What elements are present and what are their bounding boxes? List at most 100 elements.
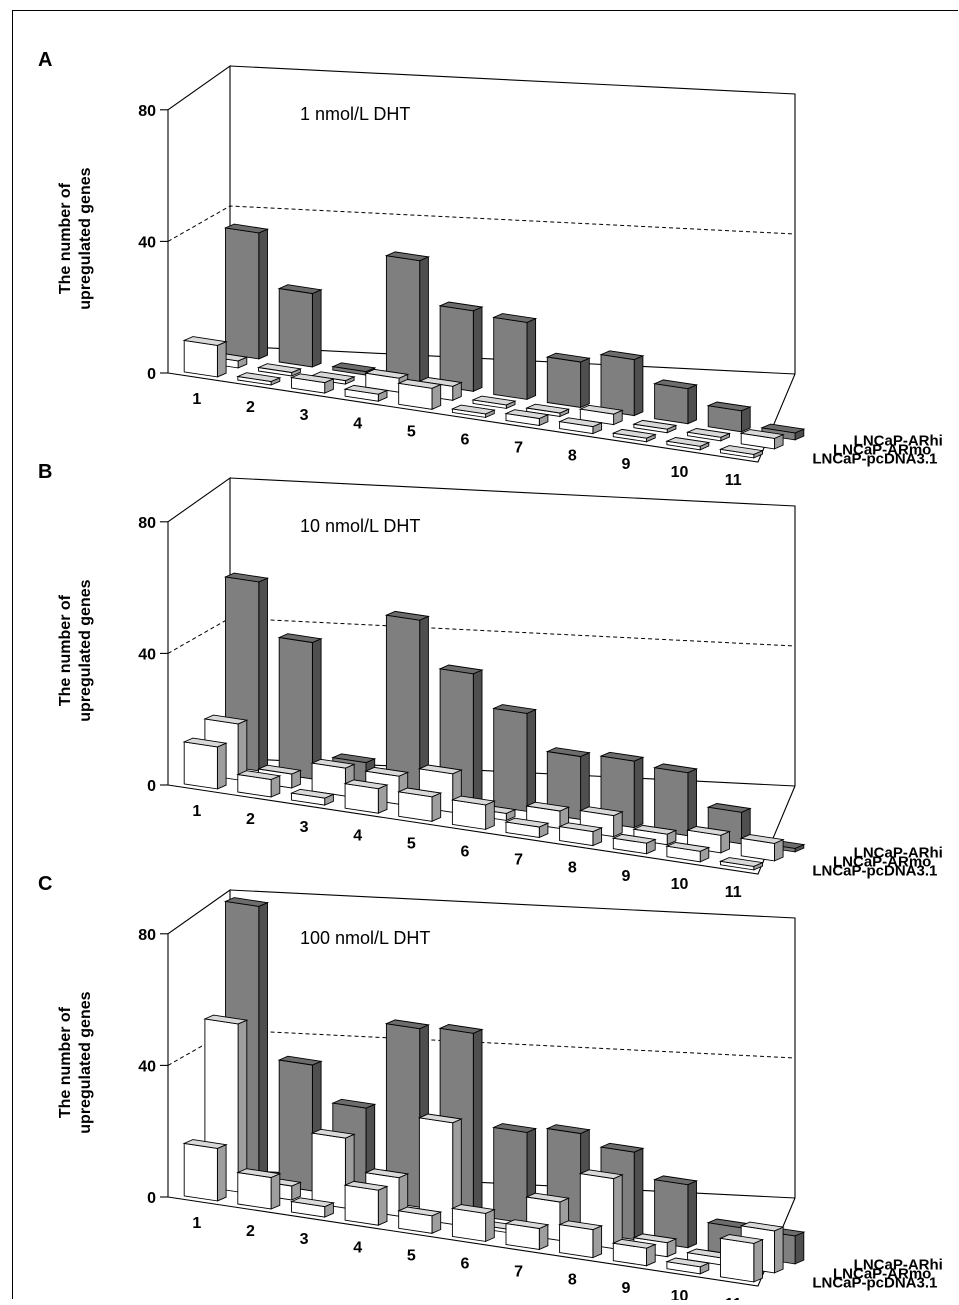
series-label: LNCaP-pcDNA3.1 (812, 451, 937, 468)
bar-armo-11 (739, 834, 785, 862)
bar-arhi-6 (492, 1123, 538, 1225)
category-label: 4 (353, 415, 362, 432)
bar-top-face (557, 417, 604, 428)
bar-top-face (504, 409, 550, 419)
bar-pcdna-7 (504, 817, 550, 839)
bar-top-face (652, 1175, 699, 1186)
bar-top-face (492, 704, 538, 714)
bar-pcdna-5 (397, 1206, 443, 1234)
bar-armo-7 (525, 403, 571, 418)
bar-top-face (492, 313, 538, 323)
category-label: 5 (407, 423, 416, 440)
y-axis-label-line1: The number of (57, 594, 74, 706)
bar-top-face (182, 737, 228, 748)
category-label: 3 (300, 1231, 309, 1248)
bar-pcdna-3 (289, 1197, 336, 1218)
bar-top-face (310, 371, 356, 382)
bar-pcdna-7 (504, 1219, 550, 1251)
category-label: 2 (246, 1223, 255, 1240)
bar-top-face (236, 372, 282, 382)
bar-top-face (525, 801, 571, 812)
category-label: 10 (671, 876, 689, 893)
category-label: 9 (621, 868, 630, 885)
bar-pcdna-3 (289, 788, 336, 806)
bar-top-face (364, 766, 410, 777)
bar-arhi-7 (545, 352, 591, 409)
bar-pcdna-4 (343, 779, 389, 814)
category-label: 4 (353, 1239, 362, 1256)
bar-pcdna-8 (557, 1220, 604, 1259)
bar-top-face (685, 826, 732, 836)
bar-top-face (492, 1123, 538, 1133)
bar-pcdna-5 (397, 379, 443, 410)
bar-top-face (450, 404, 496, 415)
bar-top-face (223, 223, 270, 234)
bar-top-face (611, 833, 657, 844)
back-wall (229, 65, 796, 374)
category-label: 3 (300, 819, 309, 836)
bar-top-face (685, 428, 732, 438)
dose-annotation: 100 nmol/L DHT (300, 928, 430, 948)
category-label: 1 (192, 803, 201, 820)
floor-front-edge (167, 784, 796, 875)
bar-pcdna-2 (236, 372, 282, 386)
bar-top-face (611, 428, 657, 439)
bar-armo-5 (417, 1113, 463, 1225)
y-tick-label: 80 (138, 515, 156, 532)
bar-top-face (277, 284, 323, 294)
y-tick-label: 0 (147, 1190, 156, 1207)
bar-pcdna-6 (450, 404, 496, 419)
bar-top-face (203, 1014, 249, 1025)
bar-top-face (706, 401, 752, 412)
bar-top-face (438, 301, 484, 312)
category-label: 1 (192, 1215, 201, 1232)
bar-top-face (578, 404, 624, 415)
y-axis-label-line1: The number of (57, 182, 74, 294)
y-axis-label: The number of upregulated genes (57, 579, 94, 721)
bar-arhi-2 (277, 633, 323, 780)
bar-pcdna-3 (289, 373, 336, 394)
bar-arhi-8 (599, 350, 645, 417)
series-label: LNCaP-ARmo (833, 1266, 931, 1283)
series-label: LNCaP-pcDNA3.1 (812, 863, 937, 880)
y-axis-label: The number of upregulated genes (57, 991, 94, 1133)
bar-pcdna-11 (718, 1234, 765, 1283)
bar-top-face (397, 1206, 443, 1217)
bar-armo-3 (310, 758, 356, 797)
y-tick-label: 40 (138, 1058, 156, 1075)
bar-top-face (557, 1220, 604, 1231)
bar-top-face (718, 857, 765, 867)
series-label: LNCaP-ARhi (854, 433, 943, 450)
category-label: 7 (514, 1264, 523, 1281)
y-axis-label-line2: upregulated genes (77, 167, 94, 309)
bar-pcdna-10 (665, 437, 711, 451)
category-label: 9 (621, 1280, 630, 1297)
category-label: 9 (621, 456, 630, 473)
bar-top-face (310, 758, 356, 769)
bar-top-face (718, 445, 765, 455)
bar-pcdna-6 (450, 1204, 496, 1243)
bar-pcdna-9 (611, 833, 657, 855)
bar-top-face (397, 787, 443, 798)
bar-pcdna-5 (397, 787, 443, 822)
bar-top-face (289, 788, 336, 799)
bar-pcdna-9 (611, 1238, 657, 1267)
category-label: 11 (725, 884, 742, 901)
bar-top-face (343, 1180, 389, 1191)
bar-top-face (599, 1142, 645, 1153)
category-label: 5 (407, 1247, 416, 1264)
figure-frame (12, 10, 958, 1299)
bar-top-face (384, 1019, 431, 1030)
back-wall (229, 889, 796, 1198)
y-tick-label: 80 (138, 103, 156, 120)
bar-top-face (277, 1055, 323, 1066)
series-label: LNCaP-ARhi (854, 1257, 943, 1274)
bar-top-face (256, 764, 303, 775)
bar-top-face (545, 352, 591, 363)
series-label: LNCaP-pcDNA3.1 (812, 1275, 937, 1292)
category-label: 1 (192, 391, 201, 408)
category-label: 8 (568, 448, 577, 465)
category-label: 6 (461, 844, 470, 861)
bar-top-face (578, 806, 624, 817)
